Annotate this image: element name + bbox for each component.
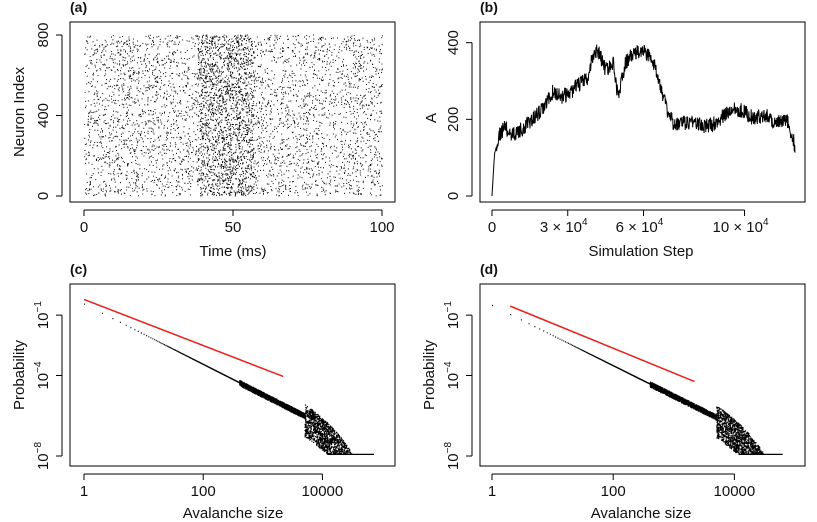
y-tick-label: 400 xyxy=(445,30,462,55)
panel-b-line xyxy=(491,44,796,197)
x-tick-label: 3 × 104 xyxy=(540,217,588,236)
panel-b-frame xyxy=(479,21,806,203)
x-tick-label: 6 × 104 xyxy=(616,217,664,236)
panel-b-xlabel: Simulation Step xyxy=(588,243,693,260)
power-law-fit-line xyxy=(83,298,284,378)
x-tick-label: 10 × 104 xyxy=(712,217,768,236)
panel-c-dots xyxy=(84,303,374,455)
panel-d-xlabel: Avalanche size xyxy=(591,505,692,522)
panel-c-letter: (c) xyxy=(70,261,87,277)
panel-d-dots xyxy=(492,304,783,455)
x-tick-label: 100 xyxy=(369,219,394,236)
raster-spikes xyxy=(84,34,383,197)
panel-d-ylabel: Probability xyxy=(421,339,438,410)
y-tick-label: 10−4 xyxy=(33,361,52,390)
panel-d-letter: (d) xyxy=(480,261,498,277)
y-tick-label: 400 xyxy=(35,103,52,128)
avalanche-points xyxy=(492,304,783,455)
panel-d-frame xyxy=(479,283,806,467)
y-tick-label: 0 xyxy=(35,192,52,200)
panel-c-ylabel: Probability xyxy=(11,339,28,410)
x-tick-label: 100 xyxy=(601,483,626,500)
panel-a-xlabel: Time (ms) xyxy=(200,243,267,260)
x-tick-label: 100 xyxy=(191,483,216,500)
panel-a-letter: (a) xyxy=(70,0,87,15)
x-tick-label: 1 xyxy=(80,483,88,500)
panel-a-frame xyxy=(69,21,396,203)
panel-a-raster xyxy=(84,34,383,197)
x-tick-label: 1 xyxy=(488,483,496,500)
y-tick-label: 10−8 xyxy=(33,442,52,471)
x-tick-label: 0 xyxy=(80,219,88,236)
y-tick-label: 10−1 xyxy=(33,301,52,330)
y-tick-label: 10−8 xyxy=(443,442,462,471)
y-tick-label: 800 xyxy=(35,22,52,47)
series-line xyxy=(491,44,796,197)
x-tick-label: 10000 xyxy=(714,483,756,500)
panel-b-letter: (b) xyxy=(480,0,498,15)
y-tick-label: 10−1 xyxy=(443,301,462,330)
x-tick-label: 10000 xyxy=(302,483,344,500)
power-law-fit-line xyxy=(509,305,695,383)
panel-b-ylabel: A xyxy=(423,113,440,123)
panel-c-xlabel: Avalanche size xyxy=(183,505,284,522)
x-tick-label: 0 xyxy=(488,219,496,236)
y-tick-label: 200 xyxy=(445,107,462,132)
y-tick-label: 0 xyxy=(445,192,462,200)
fit-lines xyxy=(83,298,695,383)
y-tick-label: 10−4 xyxy=(443,361,462,390)
panel-c-frame xyxy=(69,283,396,467)
axis-ticks: 0 50 100 0 400 800 0 3 × 104 6 × 104 10 × 104 0 200… xyxy=(33,22,769,500)
avalanche-points xyxy=(84,303,374,455)
x-tick-label: 50 xyxy=(225,219,242,236)
panel-a-ylabel: Neuron Index xyxy=(11,66,28,157)
